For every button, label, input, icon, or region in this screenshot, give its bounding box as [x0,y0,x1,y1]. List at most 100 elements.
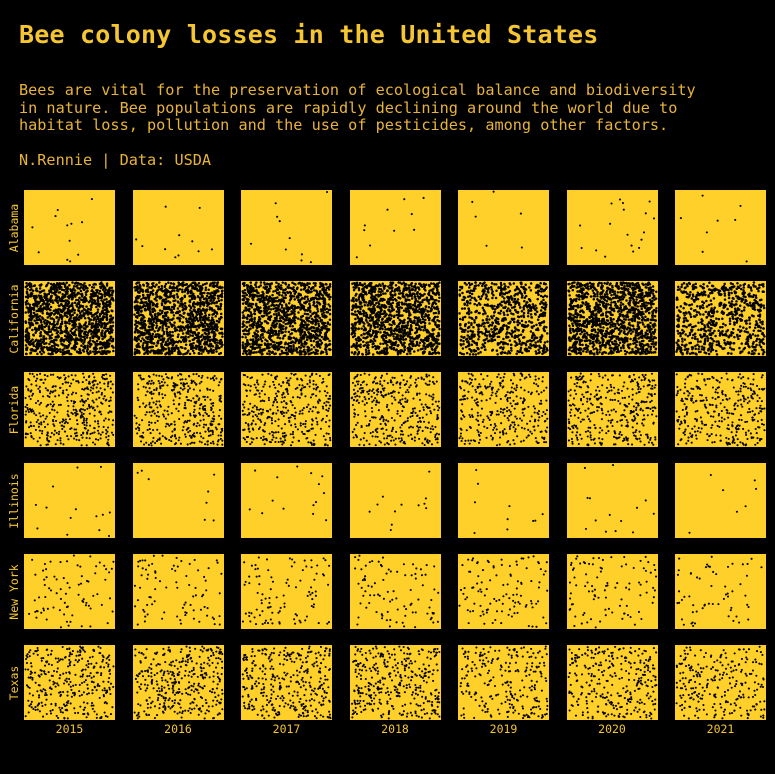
bee-dot [365,303,369,307]
bee-dot [432,299,436,302]
bee-dot [152,330,156,333]
bee-dot [30,285,33,288]
bee-dot [427,298,431,302]
bee-dot [380,349,383,352]
bee-dot [202,291,206,295]
bee-dot [25,334,28,337]
bee-dot [79,326,82,330]
bee-dot [241,325,244,329]
bee-dot [256,291,259,295]
bee-dot [64,329,67,332]
bee-dot [283,334,287,337]
bee-dot [69,316,72,320]
bee-dot [392,229,395,232]
bee-dot [170,323,174,327]
bee-dot [319,352,323,355]
bee-dot [260,300,264,303]
bee-dot [319,328,322,332]
bee-dot [319,308,323,311]
bee-dot [427,342,431,345]
bee-dot [244,328,247,331]
bee-dot [257,338,260,341]
bee-dot [72,345,76,348]
bee-dot [135,311,138,314]
bee-dot [309,298,313,302]
bee-dot [60,286,63,289]
bee-dot [364,353,367,356]
bee-dot [134,321,138,324]
bee-dot [165,290,169,294]
bee-dot [376,311,380,314]
bee-dot [267,336,271,339]
bee-dot [203,288,207,292]
bee-dot [212,301,216,305]
bee-dot [292,348,296,351]
bee-dot [212,281,216,284]
bee-dot [396,281,400,284]
bee-dot [204,286,207,290]
bee-dot [430,290,434,293]
bee-dot [95,351,98,355]
bee-dot [637,246,640,249]
bee-dot [257,350,260,353]
bee-dot [414,326,417,330]
bee-dot [386,302,390,306]
bee-dot [319,331,322,335]
bee-dot [264,338,267,342]
panel-california-2017 [241,281,332,356]
bee-dot [30,287,33,291]
bee-dot [520,246,523,249]
bee-dot [580,247,583,250]
bee-dot [56,320,60,323]
bee-dot [315,326,319,330]
bee-dot [270,324,274,327]
bee-dot [201,302,204,306]
bee-dot [253,347,257,351]
bee-dot [86,347,89,351]
bee-dot [215,347,219,350]
bee-dot [294,338,298,341]
bee-dot [325,350,328,354]
bee-dot [245,325,249,329]
bee-dot [105,351,108,354]
bee-dot [64,338,68,341]
bee-dot [60,317,64,321]
bee-dot [248,290,251,293]
bee-dot [91,330,95,334]
bee-dot [160,309,164,313]
bee-dot [98,347,102,350]
bee-dot [249,281,252,284]
bee-dot [171,334,174,337]
bee-dot [95,312,98,315]
bee-dot [82,335,85,339]
bee-dot [246,342,249,345]
bee-dot [312,303,315,307]
bee-dot [327,293,331,296]
bee-dot [45,305,48,308]
bee-dot [305,323,308,327]
bee-dot [241,352,245,355]
bee-dot [164,288,167,291]
bee-dot [58,287,61,291]
bee-dot [321,315,324,318]
bee-dot [306,317,309,321]
bee-dot [78,296,81,300]
bee-dot [279,300,282,304]
bee-dot [198,296,202,300]
bee-dot [110,330,114,334]
bee-dot [162,293,166,297]
bee-dot [313,326,316,330]
bee-dot [300,253,303,256]
bee-dot [96,325,100,329]
bee-dot [642,231,645,234]
bee-dot [49,308,52,312]
bee-dot [43,342,46,346]
bee-dot [49,340,53,343]
bee-dot [219,342,222,345]
bee-dot [71,337,75,341]
bee-dot [379,297,382,301]
bee-dot [40,296,43,299]
bee-dot [299,324,302,327]
bee-dot [256,322,260,325]
bee-dot [43,292,46,295]
